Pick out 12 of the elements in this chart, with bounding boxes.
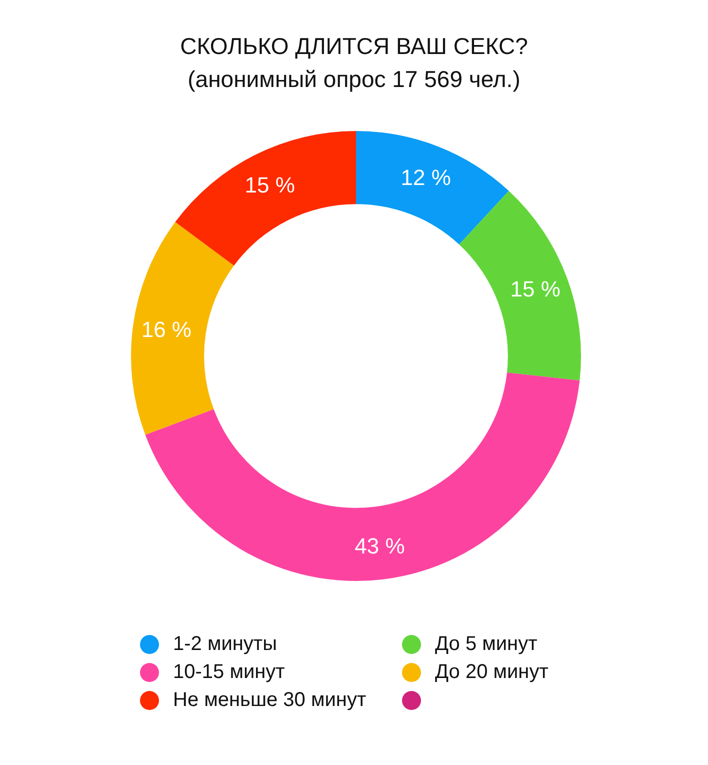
- legend-label: 10-15 минут: [173, 660, 285, 684]
- legend-label: До 20 минут: [435, 660, 548, 684]
- chart-title: СКОЛЬКО ДЛИТСЯ ВАШ СЕКС?: [179, 32, 529, 61]
- data-label: 43 %: [354, 533, 405, 558]
- data-label: 15 %: [510, 276, 560, 302]
- data-label: 12 %: [400, 165, 451, 190]
- chart-subtitle: (анонимный опрос 17 569 чел.): [186, 65, 522, 94]
- data-label: 15 %: [244, 172, 295, 198]
- legend-label: Не меньше 30 минут: [173, 688, 366, 712]
- legend-label: 1-2 минуты: [173, 632, 277, 656]
- legend-label: До 5 минут: [435, 632, 538, 656]
- data-label: 16 %: [141, 316, 192, 342]
